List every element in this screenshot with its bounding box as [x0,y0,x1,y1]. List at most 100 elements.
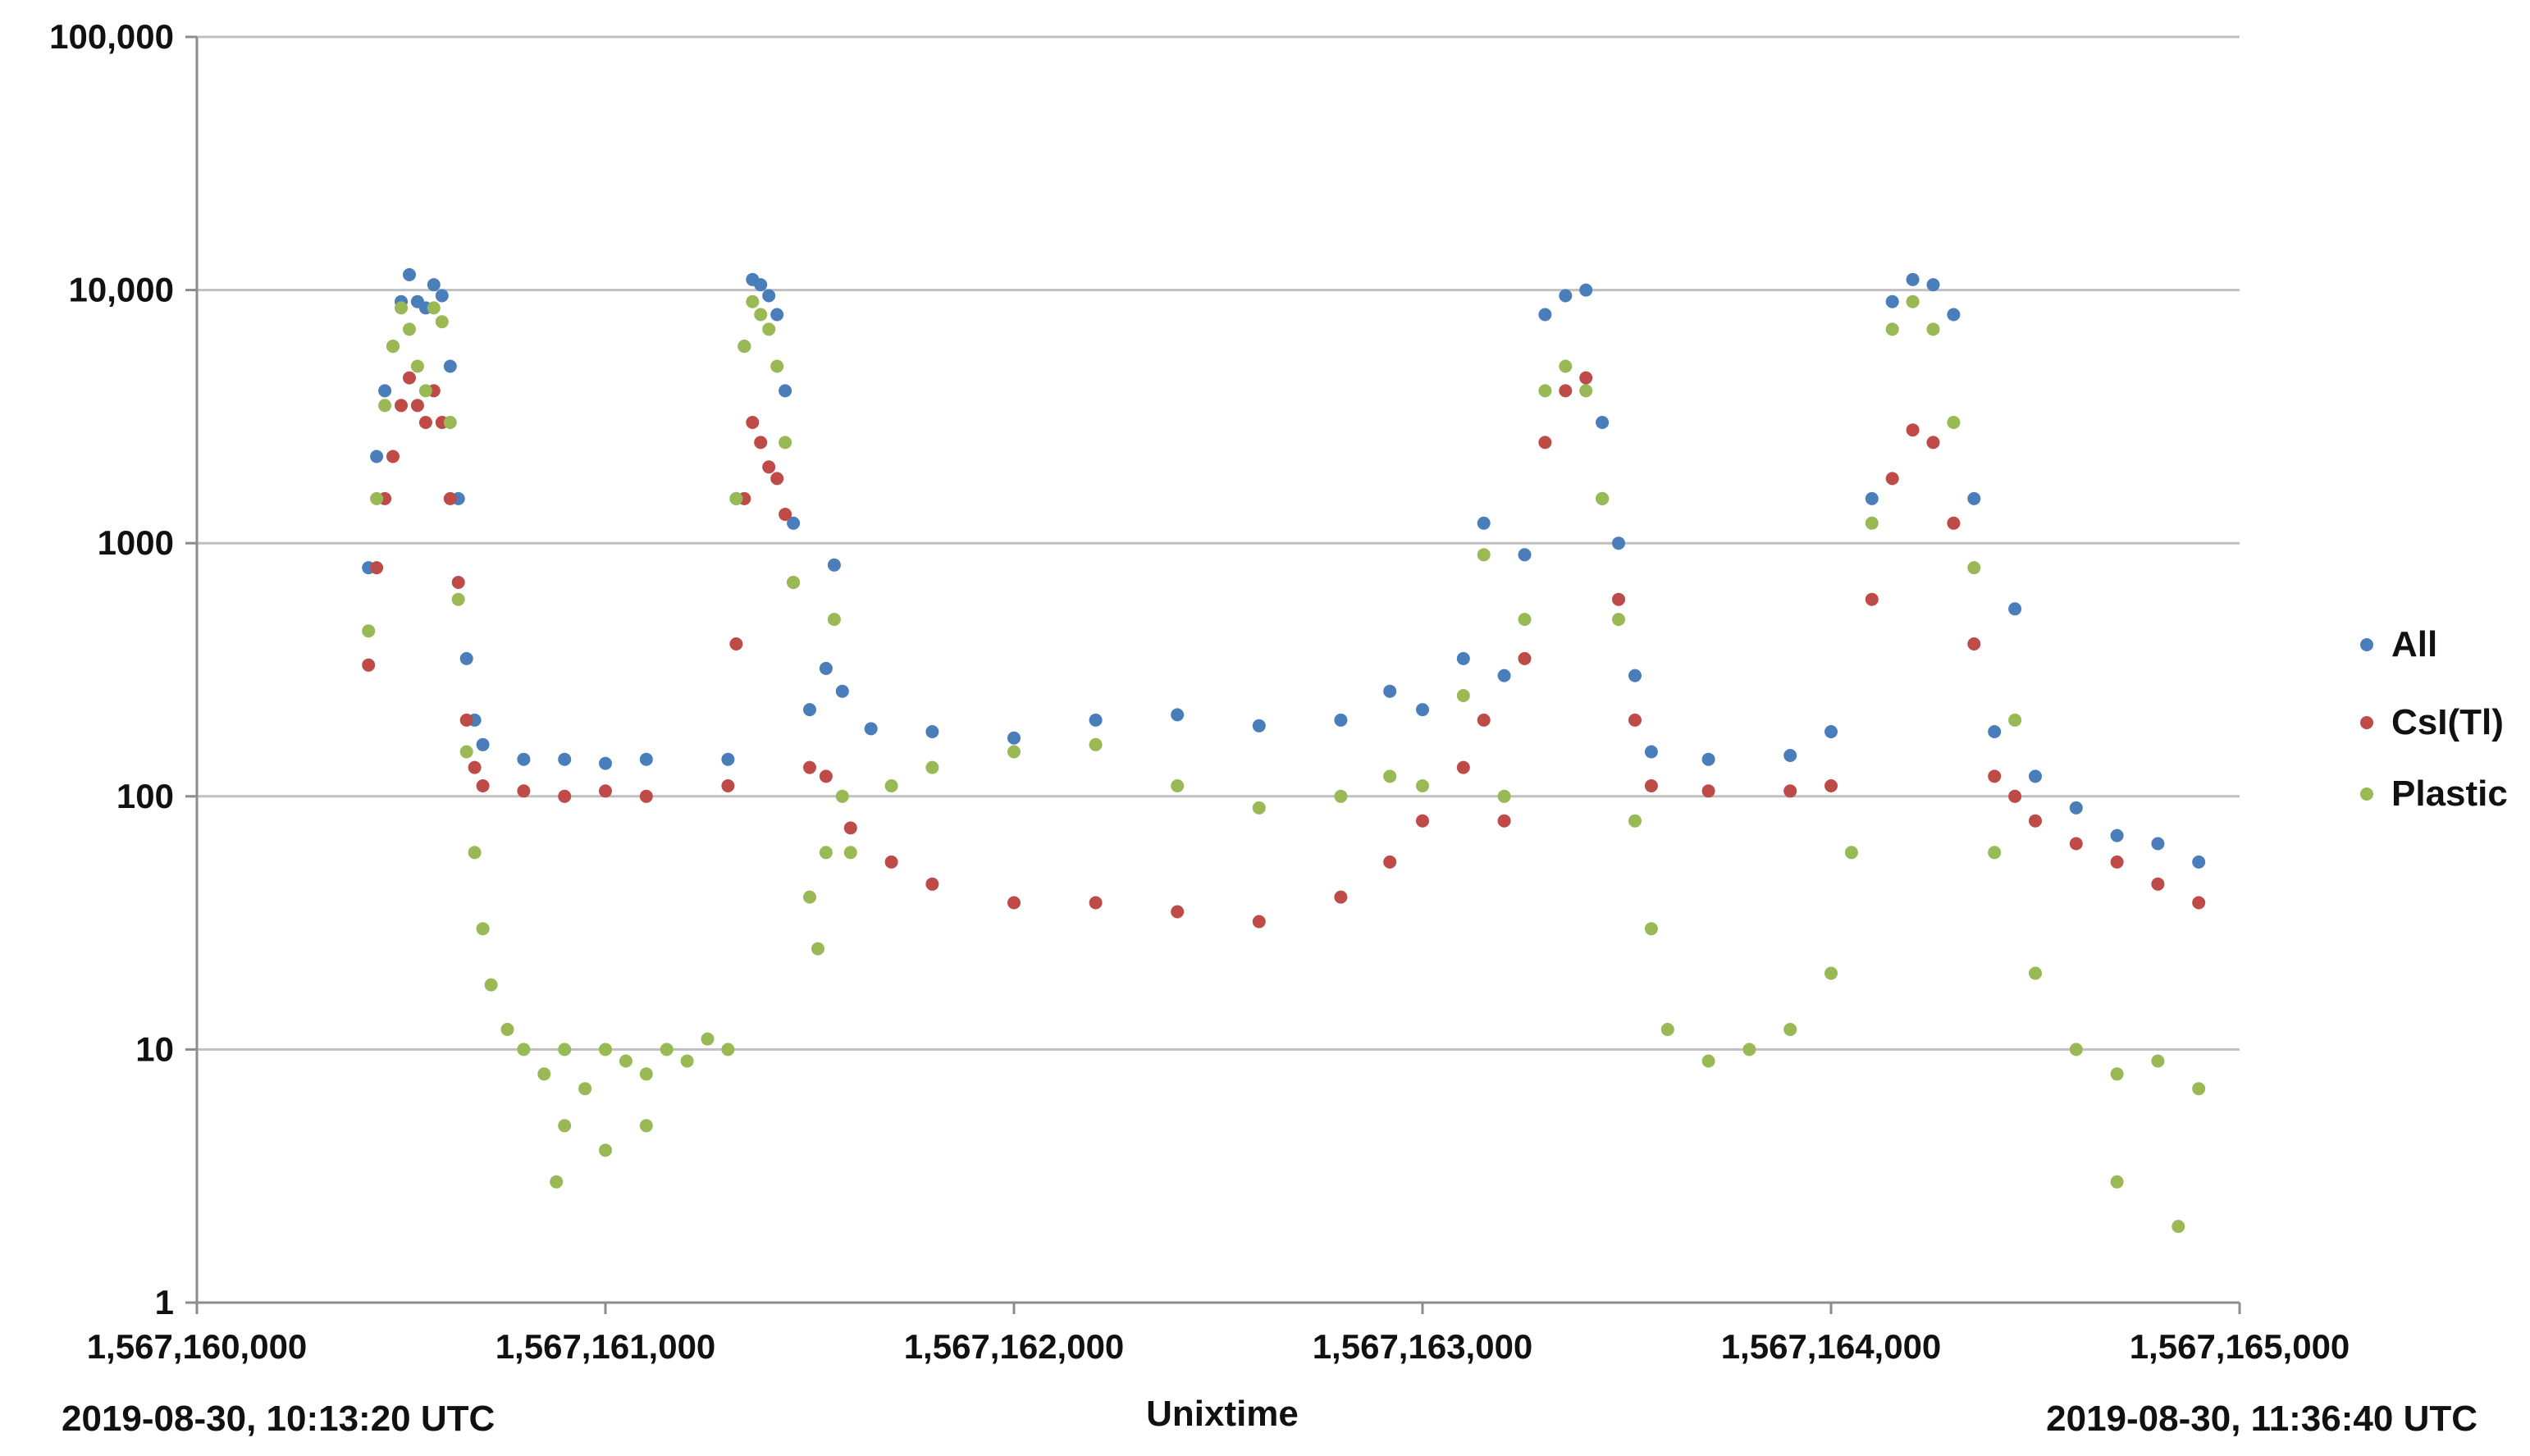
data-point [2069,1043,2083,1057]
data-point [1628,713,1642,727]
data-point [517,752,531,766]
data-point [884,779,898,792]
data-point [1171,905,1185,919]
series-1 [362,371,2206,929]
data-point [443,491,457,505]
x-tick-label: 1,567,163,000 [1313,1327,1533,1366]
data-point [2110,855,2124,869]
data-point [819,769,833,783]
data-point [819,661,833,675]
data-point [721,1043,735,1057]
data-point [803,760,816,774]
data-point [1416,703,1429,717]
data-point [1926,278,1940,292]
legend-marker [2360,638,2373,651]
data-point [803,703,816,717]
data-point [395,301,408,315]
data-point [1334,789,1348,803]
data-point [537,1067,551,1081]
data-point [811,942,824,956]
legend-label: CsI(Tl) [2391,702,2504,742]
data-point [746,294,760,308]
data-point [1497,669,1511,682]
data-point [1579,371,1593,385]
data-point [1596,416,1610,429]
data-point [517,1043,531,1057]
data-point [558,789,572,803]
series-2 [362,294,2206,1234]
data-point [395,399,408,413]
data-point [1559,289,1573,303]
data-point [1559,384,1573,398]
data-point [835,789,849,803]
data-point [925,760,939,774]
data-point [2069,801,2083,815]
data-point [2029,769,2042,783]
data-point [1579,384,1593,398]
legend-marker [2360,716,2373,729]
data-point [1456,651,1470,665]
data-point [1477,713,1491,727]
data-point [1644,745,1658,759]
x-tick-label: 1,567,162,000 [904,1327,1125,1366]
data-point [1518,613,1532,627]
data-point [1967,637,1981,650]
data-point [721,752,735,766]
data-point [1252,801,1266,815]
data-point [1383,769,1397,783]
data-point [787,516,801,530]
data-point [639,1067,653,1081]
data-point [1947,308,1961,322]
data-point [721,779,735,792]
data-point [1089,713,1103,727]
data-point [779,384,792,398]
data-point [819,846,833,860]
data-point [1988,725,2002,738]
data-point [2110,828,2124,842]
data-point [2192,896,2206,910]
data-point [660,1043,674,1057]
data-point [1844,846,1858,860]
data-point [1538,308,1552,322]
data-point [864,722,878,736]
data-point [1477,548,1491,562]
data-point [500,1023,514,1036]
data-point [1988,769,2002,783]
data-point [827,558,841,572]
y-tick-label: 100 [116,777,174,815]
data-point [754,436,768,450]
data-point [1596,491,1610,505]
data-point [754,308,768,322]
data-point [403,267,416,281]
data-point [378,399,392,413]
data-point [1701,1054,1715,1068]
data-point [2151,877,2165,891]
data-point [427,278,441,292]
x-tick-label: 1,567,165,000 [2130,1327,2350,1366]
data-point [1579,283,1593,297]
data-point [2008,602,2022,616]
data-point [1967,561,1981,575]
data-point [1416,814,1429,828]
data-point [1926,436,1940,450]
data-point [1518,548,1532,562]
data-point [578,1082,592,1096]
data-point [2069,837,2083,851]
data-point [1906,272,1920,286]
data-point [639,752,653,766]
data-point [2008,713,2022,727]
data-point [1612,536,1625,550]
data-point [1456,760,1470,774]
data-point [1865,516,1879,530]
data-point [2172,1220,2185,1234]
data-point [1383,684,1397,698]
data-point [484,978,498,992]
data-point [476,922,490,936]
series-0 [362,267,2206,869]
data-point [517,784,531,798]
data-point [451,592,465,606]
data-point [843,821,857,835]
data-point [558,1043,572,1057]
data-point [599,784,612,798]
